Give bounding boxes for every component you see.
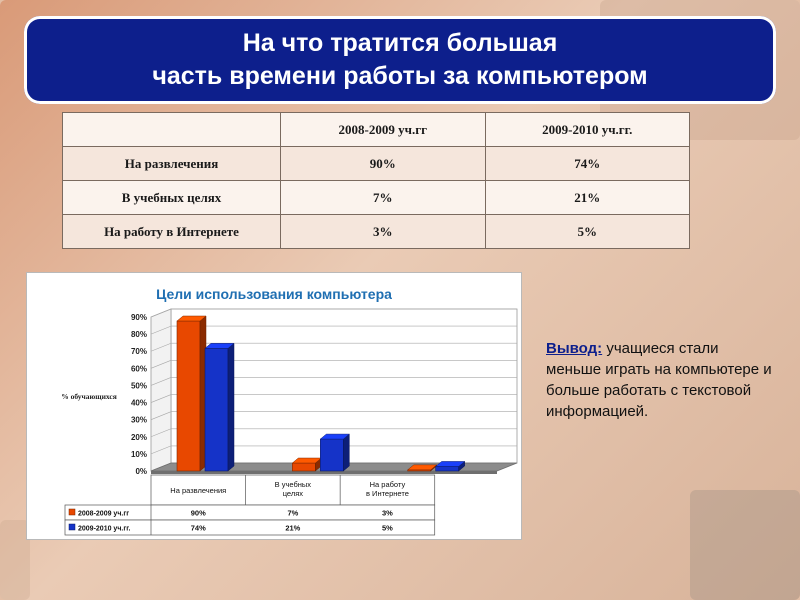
gridline-side: [150, 428, 172, 438]
table-cell: 7%: [280, 180, 486, 215]
table-cell: 90%: [280, 146, 486, 181]
table-cell: 5%: [484, 214, 690, 249]
data-table: 2008-2009 уч.гг 2009-2010 уч.гг. На разв…: [61, 112, 690, 249]
gridline-side: [150, 360, 172, 369]
bar-side: [343, 433, 350, 472]
data-value-label: 3%: [382, 509, 393, 518]
data-value-label: 7%: [287, 509, 298, 518]
page-title: На что тратится большая часть времени ра…: [24, 16, 776, 104]
bar-front: [435, 466, 459, 472]
conclusion-text: учащиеся стали меньше играть на компьюте…: [546, 340, 772, 420]
gridline-side: [150, 411, 172, 420]
y-tick-label: 40%: [131, 399, 147, 408]
bar-front: [320, 438, 344, 472]
y-tick-label: 90%: [131, 313, 147, 322]
gridline-side: [150, 445, 172, 455]
y-tick-label: 20%: [131, 433, 147, 442]
data-value-label: 90%: [191, 509, 206, 518]
y-tick-label: 80%: [131, 330, 147, 339]
conclusion-lead: Вывод:: [546, 340, 603, 357]
bar-top: [434, 461, 466, 467]
chart-panel: Цели использования компьютера 0% 10% 20% 30%…: [26, 272, 522, 540]
table-cell: 74%: [484, 146, 690, 181]
table-cell: На развлечения: [61, 146, 282, 181]
data-table-row: [64, 519, 436, 536]
gridline-side: [150, 394, 172, 403]
conclusion: Вывод: учащиеся стали меньше играть на к…: [546, 338, 776, 422]
y-tick-label: 50%: [131, 381, 147, 390]
page-title-line-2: часть времени работы за компьютером: [152, 62, 648, 90]
table-cell: В учебных целях: [61, 180, 282, 215]
bar-top: [204, 343, 235, 349]
bar-top: [319, 433, 351, 440]
gridline-side: [150, 308, 172, 318]
gridline-side: [150, 377, 172, 386]
legend-label: 2008-2009 уч.гг: [78, 511, 129, 518]
legend-swatch: [68, 508, 76, 516]
bar-side: [227, 342, 235, 472]
table-cell: 21%: [484, 180, 690, 215]
x-category-label: в Интернете: [366, 489, 409, 498]
y-tick-label: 30%: [131, 416, 147, 425]
table-header-cell: 2008-2009 уч.гг: [280, 112, 486, 147]
table-header-cell: 2009-2010 уч.гг.: [484, 112, 690, 147]
gridline-side: [150, 325, 172, 335]
table-header-cell: [61, 112, 282, 147]
data-table-header: [150, 474, 436, 506]
table-row: На развлечения 90% 74%: [61, 146, 690, 181]
legend-label: 2009-2010 уч.гг.: [78, 526, 130, 533]
bar-top: [176, 315, 207, 322]
x-category-label: На работу: [370, 480, 406, 489]
y-tick-label: 0%: [135, 467, 147, 476]
bar-front: [204, 348, 229, 472]
table-row: На работу в Интернете 3% 5%: [61, 214, 690, 249]
legend-swatch: [68, 523, 76, 531]
x-category-label: На развлечения: [170, 486, 226, 495]
x-category-label: В учебных: [275, 480, 312, 489]
gridline-side: [150, 342, 172, 352]
y-axis-label: % обучающихся: [61, 392, 117, 401]
x-category-label: целях: [283, 489, 304, 498]
y-tick-label: 70%: [131, 347, 147, 356]
bar-front: [176, 320, 201, 472]
data-value-label: 21%: [285, 524, 300, 533]
bar-chart: Цели использования компьютера 0% 10% 20% 30%…: [61, 286, 518, 536]
page-title-line-1: На что тратится большая: [242, 29, 558, 57]
bar-front: [292, 462, 316, 472]
table-cell: 3%: [280, 214, 486, 249]
y-tick-label: 60%: [131, 364, 147, 373]
data-value-label: 74%: [191, 524, 206, 533]
data-value-label: 5%: [382, 524, 393, 533]
bar-top: [406, 464, 438, 471]
y-tick-label: 10%: [131, 450, 147, 459]
table-row: В учебных целях 7% 21%: [61, 180, 690, 215]
chart-title: Цели использования компьютера: [156, 286, 392, 302]
plot-side-wall: [150, 308, 172, 472]
table-cell: На работу в Интернете: [61, 214, 282, 249]
plot-floor-edge: [151, 471, 497, 474]
table-header-row: 2008-2009 уч.гг 2009-2010 уч.гг.: [61, 112, 690, 147]
